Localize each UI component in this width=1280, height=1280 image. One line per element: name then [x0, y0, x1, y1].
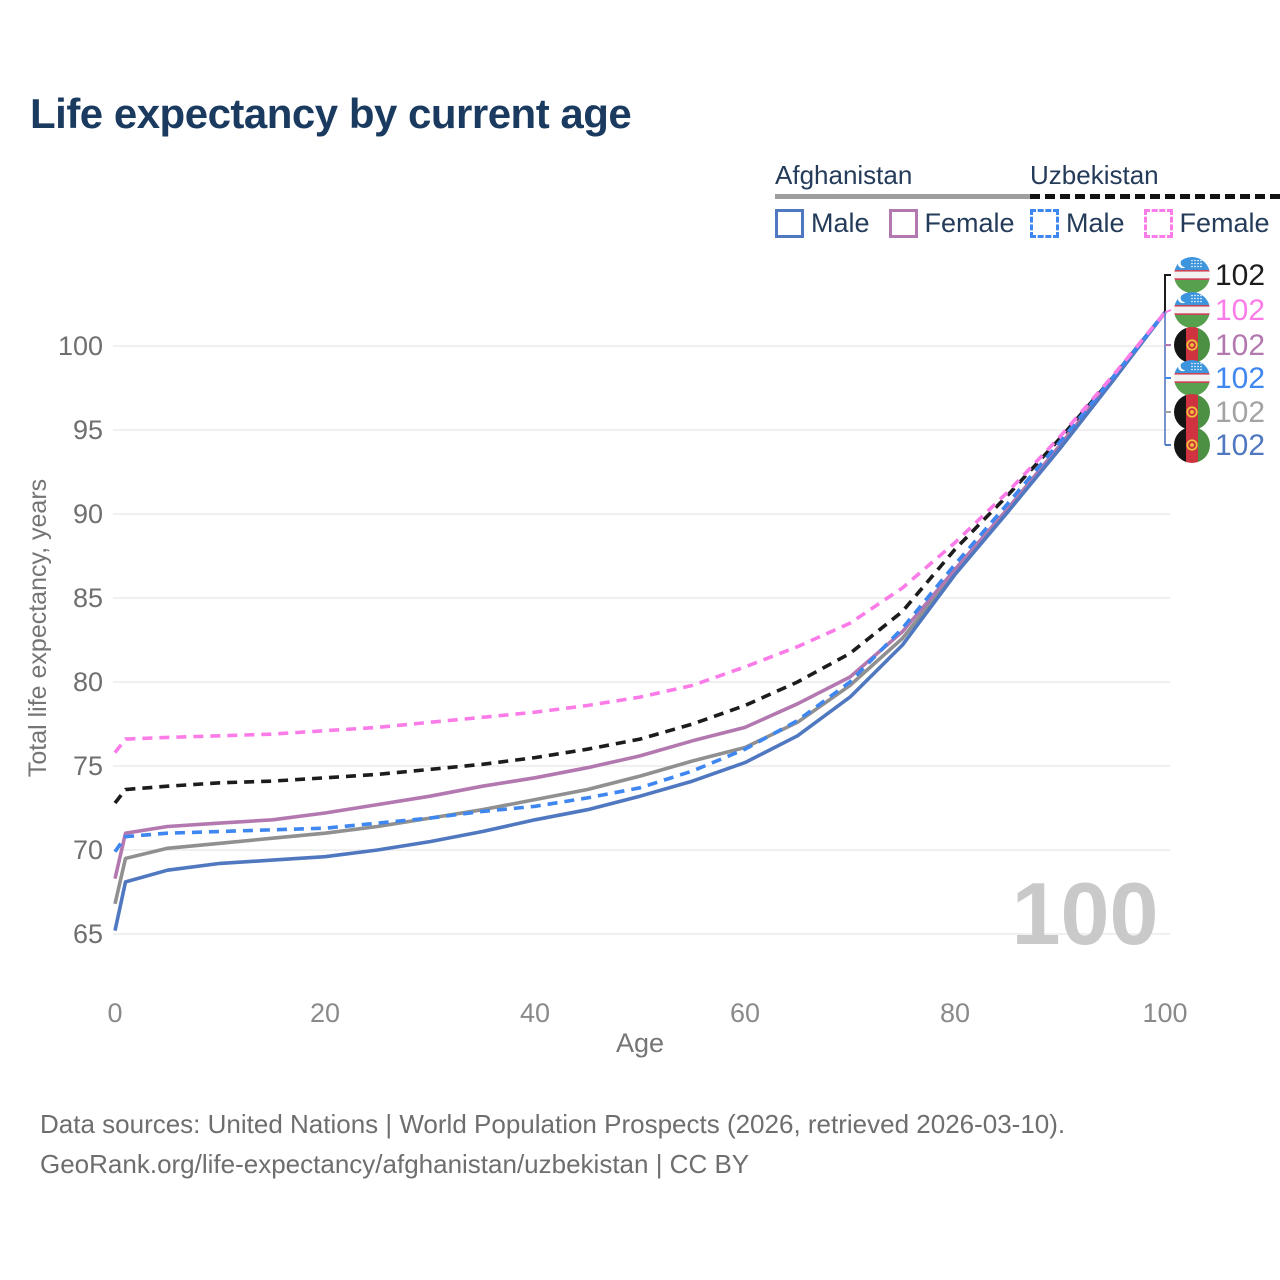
uzbekistan-flag-icon: [1174, 360, 1210, 396]
series-line-uzb_male[interactable]: [113, 311, 1167, 853]
x-tick-label-0: 0: [107, 998, 122, 1028]
end-value-label: 102: [1215, 429, 1265, 462]
uzbekistan-flag-icon: [1174, 257, 1210, 293]
y-tick-label-95: 95: [73, 415, 103, 445]
y-tick-label-75: 75: [73, 751, 103, 781]
legend-item-uzbekistan-female[interactable]: Female: [1143, 208, 1270, 239]
y-tick-label-70: 70: [73, 835, 103, 865]
legend-group-afghanistan: Afghanistan Male Female: [775, 160, 1034, 239]
x-tick-label-80: 80: [940, 998, 970, 1028]
legend-country-uzbekistan[interactable]: Uzbekistan: [1030, 160, 1159, 190]
x-tick-label-40: 40: [520, 998, 550, 1028]
series-line-afg_female[interactable]: [113, 311, 1167, 880]
legend-underline-dashed: [1030, 194, 1280, 199]
page-title: Life expectancy by current age: [30, 90, 632, 137]
afghanistan-flag-icon: [1174, 327, 1210, 363]
legend-label-afghanistan-male: Male: [811, 208, 870, 238]
leader-line-up: [1164, 274, 1171, 313]
x-tick-label-20: 20: [310, 998, 340, 1028]
legend-item-uzbekistan-male[interactable]: Male: [1030, 208, 1125, 239]
footer-attribution: GeoRank.org/life-expectancy/afghanistan/…: [40, 1149, 750, 1179]
x-tick-label-60: 60: [730, 998, 760, 1028]
y-tick-label-100: 100: [58, 331, 103, 361]
series-line-afg_all[interactable]: [113, 311, 1167, 905]
y-tick-label-65: 65: [73, 919, 103, 949]
footer: Data sources: United Nations | World Pop…: [40, 1104, 1065, 1184]
y-tick-label-80: 80: [73, 667, 103, 697]
series-line-afg_male[interactable]: [113, 311, 1167, 931]
x-tick-label-100: 100: [1142, 998, 1187, 1028]
legend: Afghanistan Male Female Uzbekistan: [0, 160, 1280, 250]
y-tick-label-85: 85: [73, 583, 103, 613]
y-tick-label-90: 90: [73, 499, 103, 529]
legend-swatch-uzbekistan-male[interactable]: [1030, 209, 1059, 238]
series-line-uzb_female[interactable]: [113, 311, 1167, 754]
leader-tick: [1164, 309, 1172, 314]
afghanistan-flag-icon: [1174, 427, 1210, 463]
legend-swatch-afghanistan-female[interactable]: [888, 209, 918, 238]
y-axis-label: Total life expectancy, years: [24, 479, 52, 777]
uzbekistan-flag-icon: [1174, 292, 1210, 328]
end-value-label: 102: [1215, 396, 1265, 429]
afghanistan-flag-icon: [1174, 394, 1210, 430]
legend-underline-solid: [775, 194, 1034, 199]
legend-swatch-afghanistan-male[interactable]: [775, 209, 804, 238]
legend-item-afghanistan-male[interactable]: Male: [775, 208, 870, 239]
end-value-label: 102: [1215, 329, 1265, 362]
legend-country-afghanistan[interactable]: Afghanistan: [775, 160, 913, 190]
end-value-label: 102: [1215, 362, 1265, 395]
x-axis-label: Age: [616, 1028, 664, 1058]
footer-data-sources: Data sources: United Nations | World Pop…: [40, 1109, 1066, 1139]
legend-item-afghanistan-female[interactable]: Female: [888, 208, 1015, 239]
end-value-label: 102: [1215, 259, 1265, 292]
age-counter-watermark: 100: [1012, 864, 1159, 963]
legend-swatch-uzbekistan-female[interactable]: [1143, 209, 1173, 238]
legend-group-uzbekistan: Uzbekistan Male Female: [1030, 160, 1280, 239]
end-value-label: 102: [1215, 294, 1265, 327]
legend-label-uzbekistan-male: Male: [1066, 208, 1125, 238]
series-line-uzb_all[interactable]: [113, 311, 1167, 805]
legend-label-uzbekistan-female: Female: [1179, 208, 1270, 238]
legend-label-afghanistan-female: Female: [924, 208, 1015, 238]
